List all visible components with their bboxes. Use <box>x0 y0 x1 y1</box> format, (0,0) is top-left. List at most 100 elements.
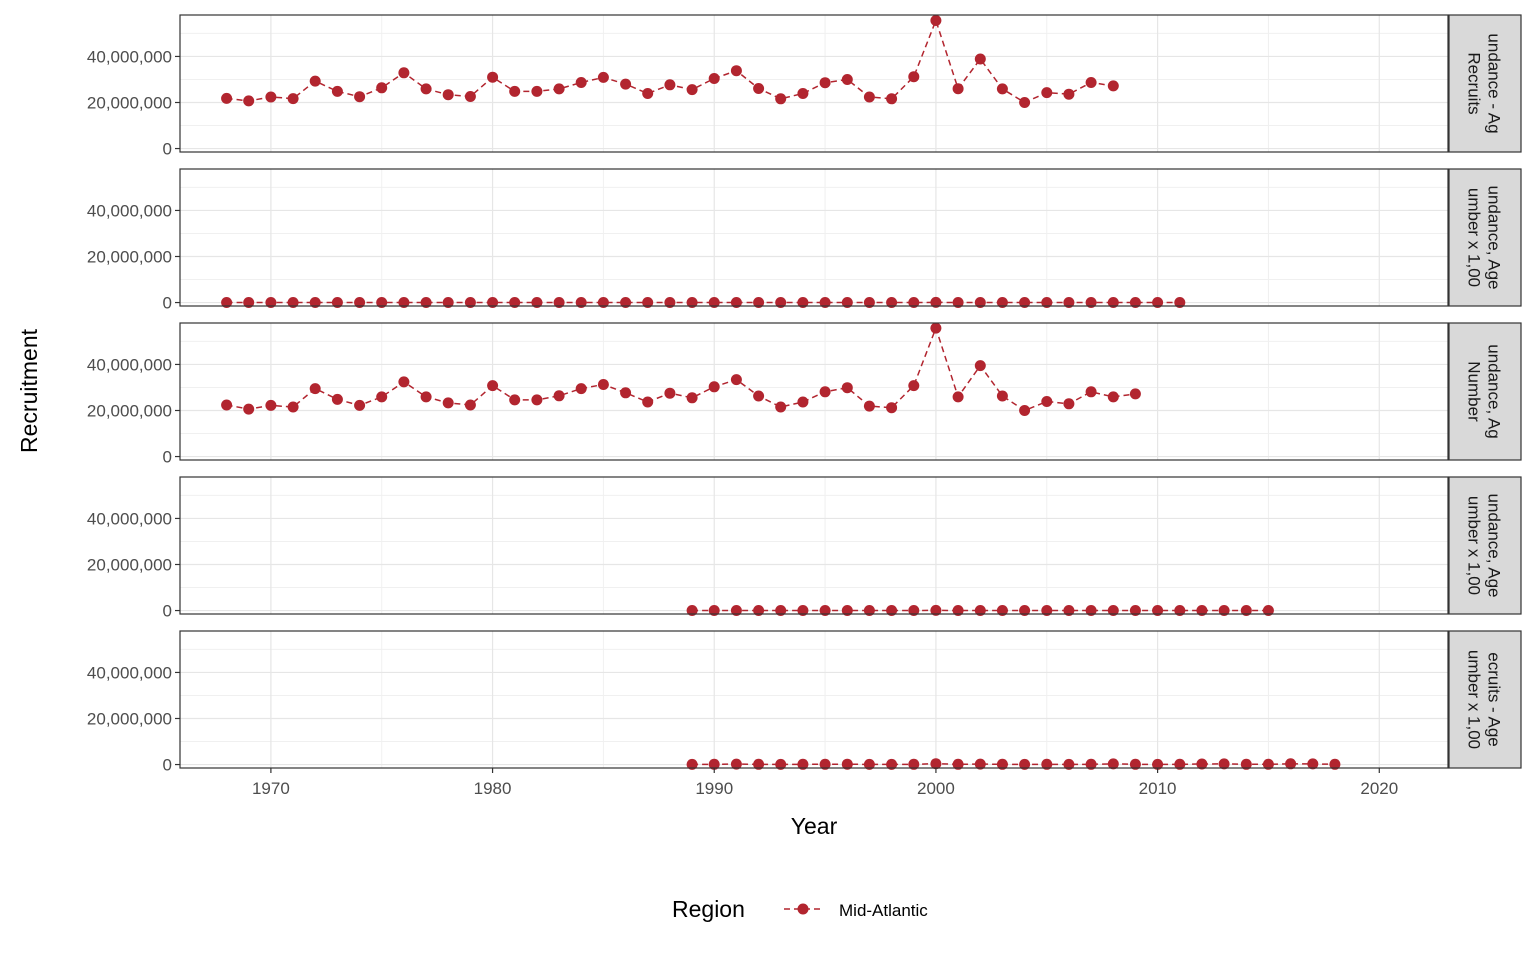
facet-strip-background <box>1448 322 1522 461</box>
data-point <box>265 91 277 103</box>
data-point <box>753 390 765 402</box>
data-point <box>908 758 920 770</box>
data-point <box>730 65 742 77</box>
data-point <box>597 379 609 390</box>
data-point <box>265 399 277 411</box>
data-point <box>708 73 720 84</box>
data-point <box>442 297 454 308</box>
data-point <box>531 394 543 406</box>
data-point <box>730 758 742 770</box>
data-point <box>1063 398 1075 410</box>
data-point <box>442 89 454 101</box>
data-point <box>708 758 720 770</box>
data-point <box>420 83 432 95</box>
panel-border <box>179 168 1449 307</box>
panel-1: 0 20,000,000 40,000,000 undance - AgRecruit… <box>87 14 1522 159</box>
data-point <box>1307 758 1319 770</box>
data-point <box>620 78 632 90</box>
data-point <box>1041 297 1053 308</box>
facet-strip-label-line: umber x 1,00 <box>1465 650 1484 749</box>
data-point <box>775 93 787 105</box>
data-point <box>730 605 742 616</box>
data-point <box>265 297 277 308</box>
data-point <box>908 71 920 83</box>
data-point <box>886 605 898 616</box>
data-point <box>1019 97 1031 108</box>
data-point <box>686 297 698 308</box>
panel-4: 0 20,000,000 40,000,000 undance, Ageumber x… <box>87 476 1522 621</box>
data-point <box>464 91 476 102</box>
data-point <box>1174 605 1186 616</box>
data-point <box>819 297 831 308</box>
data-point <box>908 297 920 308</box>
y-tick-label: 40,000,000 <box>87 47 172 66</box>
data-point <box>398 297 410 308</box>
data-point <box>354 91 366 103</box>
y-tick-label: 0 <box>163 756 172 775</box>
data-point <box>952 605 964 616</box>
data-point <box>354 399 366 411</box>
data-point <box>309 75 321 87</box>
data-point <box>1041 87 1053 99</box>
data-point <box>243 403 255 415</box>
data-point <box>575 77 587 88</box>
data-point <box>398 67 410 79</box>
data-point <box>1129 297 1141 308</box>
panel-border <box>179 322 1449 461</box>
legend-key-point <box>797 903 809 915</box>
data-point <box>376 391 388 403</box>
y-tick-label: 0 <box>163 140 172 159</box>
data-point <box>797 297 809 308</box>
data-point <box>487 380 499 392</box>
y-tick-label: 20,000,000 <box>87 93 172 112</box>
data-point <box>775 297 787 308</box>
x-tick-label: 2000 <box>917 779 955 798</box>
data-point <box>1107 605 1119 616</box>
data-point <box>819 386 831 398</box>
data-point <box>996 83 1008 95</box>
data-point <box>398 376 410 388</box>
data-point <box>597 71 609 83</box>
data-point <box>886 93 898 105</box>
data-point <box>464 399 476 411</box>
data-point <box>464 297 476 308</box>
data-point <box>642 396 654 408</box>
x-tick-label: 1990 <box>695 779 733 798</box>
data-point <box>841 74 853 85</box>
data-point <box>1085 297 1097 308</box>
data-point <box>797 758 809 770</box>
data-point <box>952 391 964 403</box>
data-point <box>553 297 565 308</box>
data-point <box>531 85 543 97</box>
data-point <box>996 390 1008 402</box>
data-point <box>1107 758 1119 770</box>
data-point <box>863 758 875 770</box>
data-point <box>331 297 343 308</box>
facet-strip: undance, Ageumber x 1,00 <box>1448 476 1522 615</box>
data-point <box>575 297 587 308</box>
data-point <box>1129 605 1141 616</box>
data-point <box>221 92 233 104</box>
data-point <box>1085 605 1097 616</box>
data-point <box>886 758 898 770</box>
data-point <box>1329 758 1341 770</box>
data-point <box>797 396 809 408</box>
y-tick-label: 0 <box>163 602 172 621</box>
facet-strip-background <box>1448 630 1522 769</box>
data-point <box>664 387 676 399</box>
data-point <box>487 297 499 308</box>
panel-3: 0 20,000,000 40,000,000 undance, AgNumber <box>87 322 1522 467</box>
data-point <box>930 296 942 308</box>
data-point <box>841 297 853 308</box>
data-point <box>1019 405 1031 416</box>
data-point <box>509 297 521 308</box>
panel-2: 0 20,000,000 40,000,000 undance, Ageumber x… <box>87 168 1522 313</box>
facet-strip-label: undance, Ageumber x 1,00 <box>1465 186 1504 290</box>
facet-strip-label: undance - AgRecruits <box>1465 33 1504 133</box>
data-point <box>1196 605 1208 616</box>
data-point <box>287 93 299 105</box>
facet-strip-label-line: Recruits <box>1465 52 1484 114</box>
panel-border <box>179 630 1449 769</box>
y-tick-label: 20,000,000 <box>87 555 172 574</box>
